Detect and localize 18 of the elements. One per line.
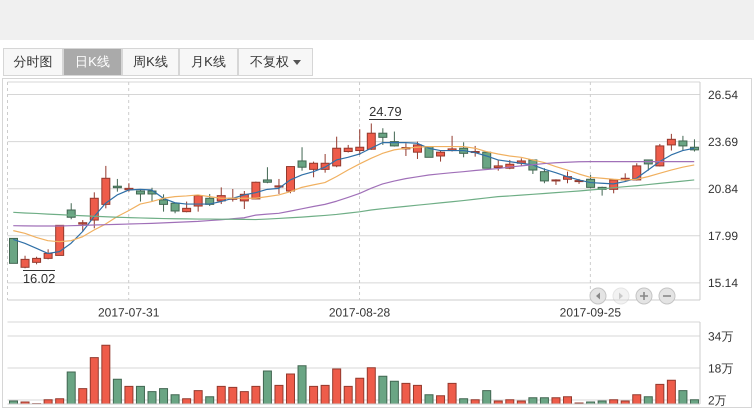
x-tick-label: 2017-08-28 — [328, 306, 391, 320]
text: 日K线 — [75, 53, 110, 71]
y-tick-label: 18万 — [708, 361, 734, 376]
y-tick-label: 20.84 — [708, 182, 738, 196]
text: 分时图 — [14, 53, 52, 71]
y-tick-label: 17.99 — [708, 229, 738, 244]
text: 周K线 — [133, 53, 168, 71]
annotation: 24.79 — [369, 104, 402, 120]
text: 月K线 — [191, 53, 226, 71]
y-tick-label: 26.54 — [708, 88, 738, 102]
y-tick-label: 2万 — [708, 393, 727, 408]
x-tick-label: 2017-07-31 — [98, 306, 160, 320]
y-tick-label: 15.14 — [708, 276, 738, 290]
x-tick-label: 2017-09-25 — [560, 306, 622, 320]
y-tick-label: 23.69 — [708, 134, 738, 149]
text: 不复权 — [250, 53, 289, 71]
annotation: 16.02 — [22, 270, 56, 286]
y-tick-label: 34万 — [708, 329, 734, 344]
